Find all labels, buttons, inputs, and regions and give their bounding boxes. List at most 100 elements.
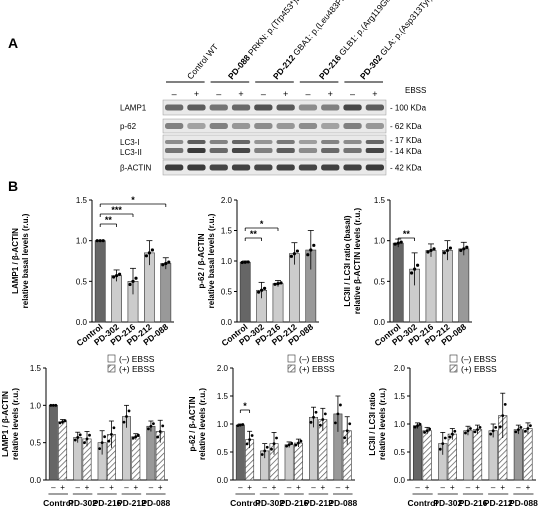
category-label: Control (43, 498, 73, 508)
category-label: PD-216 (280, 498, 309, 508)
data-point (136, 433, 140, 437)
data-point (465, 245, 469, 249)
data-point (279, 281, 283, 285)
data-point (58, 421, 62, 425)
bar (239, 261, 251, 323)
y-tick-label: 1.5 (217, 392, 229, 401)
y-tick-label: 0.5 (217, 448, 229, 457)
data-point (276, 281, 280, 286)
treatment-sign: – (311, 483, 316, 492)
data-point (134, 435, 138, 439)
blot-band (276, 123, 295, 129)
y-tick-label: 0.5 (394, 448, 406, 457)
treatment-sign: + (133, 483, 138, 492)
treatment-sign: + (238, 89, 243, 99)
y-axis-label-line1: p-62 / β-ACTIN (188, 396, 197, 451)
treatment-sign: + (109, 483, 114, 492)
legend-label-plus: (+) EBSS (461, 364, 497, 374)
data-point (257, 290, 261, 294)
data-point (336, 412, 340, 416)
bar-minus-ebss (488, 430, 498, 481)
data-point (240, 260, 244, 265)
blot-band (321, 164, 340, 171)
y-axis-label-line1: LAMP1 / β-ACTIN (11, 228, 20, 294)
chart-5: 0.0 0.5 1.0 1.5 2.0 p-62 / β-ACTIN relative le… (188, 354, 357, 508)
treatment-sign: – (287, 483, 292, 492)
blot-band (165, 104, 184, 111)
data-point (125, 415, 128, 418)
treatment-sign: + (526, 483, 531, 492)
blot-band-lc3i (209, 140, 228, 144)
treatment-sign: – (149, 483, 154, 492)
data-point (443, 436, 447, 440)
blot-band (209, 104, 228, 111)
bar-minus-ebss (235, 424, 245, 481)
y-tick-label: 1.5 (374, 196, 386, 205)
data-point (494, 425, 498, 429)
data-point (127, 409, 131, 413)
legend-label-minus: (–) EBSS (299, 354, 335, 364)
lane-header-text: Control WT (185, 42, 220, 81)
data-point (49, 403, 53, 407)
y-axis-label: LC3II / LC3I ratio relative levels (r.u.) (368, 388, 387, 460)
y-tick-label: 1.0 (374, 237, 386, 246)
blot-size-label: - 17 KDa (390, 136, 422, 145)
data-point (98, 239, 102, 243)
data-point (448, 246, 452, 250)
data-point (478, 425, 482, 429)
treatment-sign: – (216, 89, 221, 99)
data-point (156, 435, 160, 439)
data-point (76, 436, 80, 439)
y-tick-label: 1.0 (221, 257, 233, 266)
chart-6: 0.0 0.5 1.0 1.5 2.0 LC3II / LC3I ratio relativ… (368, 354, 538, 508)
significance-stars: *** (111, 205, 122, 215)
data-point (348, 422, 352, 426)
blot-band-lc3ii (321, 148, 340, 153)
significance-stars: * (260, 219, 264, 229)
data-point (115, 274, 119, 278)
data-point (250, 434, 254, 437)
blot-row (162, 118, 387, 134)
data-point (150, 248, 154, 252)
data-point (152, 422, 155, 426)
blot-band (187, 104, 206, 111)
category-label: PD-302 (68, 498, 97, 508)
data-point (101, 239, 105, 243)
y-axis-label-line1: LAMP1 / β-ACTIN (1, 391, 10, 457)
treatment-sign: – (305, 89, 310, 99)
data-point (260, 288, 264, 292)
data-point (275, 436, 278, 440)
bar (425, 250, 437, 323)
blot-band (343, 104, 362, 111)
data-point (438, 447, 442, 451)
data-point (245, 442, 249, 446)
y-tick-label: 0.5 (221, 288, 233, 297)
significance-stars: ** (403, 229, 411, 239)
data-point (498, 425, 502, 429)
data-point (442, 251, 446, 255)
bar-plus-ebss (293, 442, 303, 481)
category-label: PD-216 (93, 498, 122, 508)
blot-size-label: - 14 KDa (390, 147, 422, 156)
category-label: PD-302 (433, 498, 462, 508)
data-point (321, 418, 325, 421)
data-point (297, 441, 300, 445)
blot-band (254, 104, 273, 111)
bar-minus-ebss (513, 429, 523, 481)
data-point (466, 429, 470, 433)
treatment-sign: + (320, 483, 325, 492)
treatment-sign: + (194, 89, 199, 99)
data-point (519, 425, 523, 429)
data-point (134, 276, 138, 280)
data-point (432, 247, 436, 251)
data-point (95, 239, 99, 243)
category-label: PD-088 (141, 498, 170, 508)
y-tick-label: 0.0 (221, 318, 233, 327)
blot-band (365, 104, 384, 111)
data-point (289, 254, 293, 258)
significance-stars: ** (250, 229, 258, 239)
y-axis-label: p-62 / β-ACTIN relative levels (r.u.) (188, 388, 207, 460)
bar (111, 275, 122, 323)
data-point (246, 260, 250, 264)
bar (160, 263, 172, 323)
